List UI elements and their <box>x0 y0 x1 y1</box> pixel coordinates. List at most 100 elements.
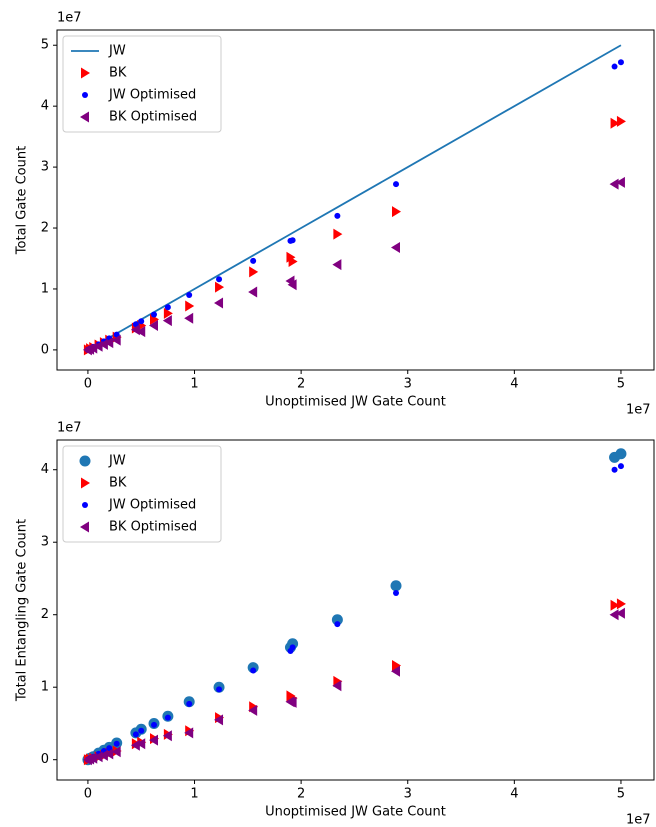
marker-triangle <box>104 748 114 760</box>
x-tick-label: 0 <box>84 377 92 392</box>
marker-dot <box>393 181 400 188</box>
legend-label: JW <box>108 454 126 469</box>
marker-dot <box>113 740 120 747</box>
marker-triangle <box>80 111 89 123</box>
marker-dot <box>82 92 88 98</box>
marker-dot <box>151 721 158 728</box>
marker-dot <box>334 621 341 628</box>
marker-triangle <box>391 242 401 254</box>
marker-triangle <box>616 598 626 610</box>
marker-dot <box>113 331 120 338</box>
legend-label: BK Optimised <box>109 520 197 535</box>
marker-triangle <box>93 751 103 763</box>
legend-label: BK Optimised <box>109 110 197 125</box>
x-tick-label: 3 <box>404 787 412 802</box>
marker-dot <box>164 304 171 311</box>
marker-triangle <box>615 607 625 619</box>
x-tick-label: 4 <box>510 377 518 392</box>
marker-dot <box>164 714 171 721</box>
marker-dot <box>250 257 257 264</box>
marker-triangle <box>288 256 298 268</box>
marker-triangle <box>287 696 297 708</box>
marker-dot <box>289 237 296 244</box>
marker-dot <box>106 745 113 752</box>
legend-label: BK <box>109 476 127 491</box>
marker-triangle <box>184 727 194 739</box>
marker-triangle <box>616 115 626 127</box>
x-tick-label: 5 <box>617 787 625 802</box>
marker-triangle <box>163 307 173 319</box>
marker-triangle <box>104 337 114 349</box>
marker-triangle <box>81 67 90 79</box>
marker-triangle <box>136 326 146 338</box>
series-markers <box>82 607 625 766</box>
marker-dot <box>138 318 145 325</box>
marker-circle <box>79 455 91 467</box>
marker-dot <box>216 686 223 693</box>
marker-triangle <box>287 279 297 291</box>
marker-dot <box>82 502 88 508</box>
marker-triangle <box>162 315 172 327</box>
marker-triangle <box>81 477 90 489</box>
marker-triangle <box>80 521 89 533</box>
legend-box <box>62 35 222 133</box>
y-tick-label: 4 <box>41 99 49 114</box>
x-tick-label: 2 <box>297 787 305 802</box>
series-markers <box>82 176 625 356</box>
y-axis-label: Total Entangling Gate Count <box>15 519 30 702</box>
marker-dot <box>617 463 624 470</box>
marker-triangle <box>111 334 121 346</box>
marker-dot <box>186 292 193 299</box>
legend: JW BK JW Optimised BK Optimised <box>62 35 222 133</box>
x-tick-label: 3 <box>404 377 412 392</box>
marker-triangle <box>214 297 224 309</box>
marker-triangle <box>149 734 159 746</box>
x-tick-label: 0 <box>84 787 92 802</box>
marker-triangle <box>609 609 619 621</box>
marker-dot <box>289 644 296 651</box>
x-tick-label: 1 <box>190 787 198 802</box>
marker-triangle <box>248 704 258 716</box>
marker-dot <box>132 321 139 328</box>
marker-circle <box>615 448 627 460</box>
marker-triangle <box>610 599 620 611</box>
legend-label: JW Optimised <box>108 498 196 513</box>
legend-label: JW <box>108 44 126 59</box>
y-tick-label: 4 <box>41 462 49 477</box>
marker-triangle <box>149 320 159 332</box>
marker-triangle <box>391 665 401 677</box>
marker-dot <box>186 700 193 707</box>
y-tick-label: 1 <box>41 281 49 296</box>
y-tick-label: 2 <box>41 221 49 236</box>
marker-dot <box>151 311 158 318</box>
y-tick-label: 1 <box>41 680 49 695</box>
y-tick-label: 3 <box>41 535 49 550</box>
marker-dot <box>132 731 139 738</box>
marker-dot <box>250 667 257 674</box>
y-axis-label: Total Gate Count <box>15 146 30 255</box>
marker-triangle <box>392 206 402 218</box>
marker-triangle <box>88 342 98 354</box>
marker-triangle <box>130 324 140 336</box>
marker-triangle <box>111 746 121 758</box>
x-axis-label: Unoptimised JW Gate Count <box>265 805 446 820</box>
legend-label: BK <box>109 66 127 81</box>
y-offset-label: 1e7 <box>57 421 82 436</box>
marker-triangle <box>88 752 98 764</box>
marker-triangle <box>332 259 342 271</box>
marker-triangle <box>215 281 225 293</box>
x-axis-label: Unoptimised JW Gate Count <box>265 395 446 410</box>
y-tick-label: 0 <box>41 752 49 767</box>
marker-triangle <box>185 300 195 312</box>
marker-triangle <box>162 730 172 742</box>
x-tick-label: 2 <box>297 377 305 392</box>
legend-box <box>62 445 222 543</box>
y-tick-label: 2 <box>41 607 49 622</box>
y-tick-label: 3 <box>41 160 49 175</box>
marker-triangle <box>214 714 224 726</box>
axes-frame <box>56 439 655 781</box>
marker-triangle <box>332 680 342 692</box>
x-tick-label: 4 <box>510 787 518 802</box>
marker-dot <box>611 466 618 473</box>
